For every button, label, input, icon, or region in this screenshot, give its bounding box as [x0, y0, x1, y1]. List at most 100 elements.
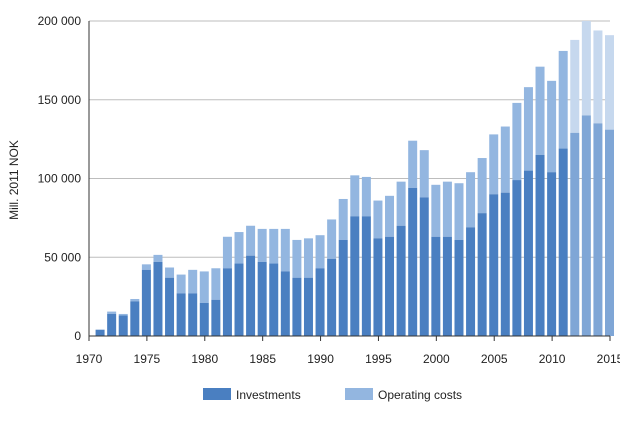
- bar-operating-costs-2006: [500, 126, 510, 193]
- bar-operating-costs-2010: [547, 80, 557, 173]
- bar-operating-costs-1973: [118, 313, 128, 316]
- x-tick-label: 2010: [539, 352, 566, 366]
- y-tick-label: 150 000: [38, 93, 82, 107]
- x-tick-label: 1980: [191, 352, 218, 366]
- bar-investments-1992: [338, 239, 348, 336]
- bar-operating-costs-1999: [419, 150, 429, 198]
- bar-operating-costs-1997: [396, 181, 406, 226]
- bar-operating-costs-2012: [570, 39, 580, 133]
- bar-investments-2002: [454, 239, 464, 336]
- bar-investments-2010: [547, 172, 557, 336]
- y-tick-label: 0: [74, 329, 81, 343]
- bar-investments-1984: [246, 255, 256, 336]
- bar-operating-costs-1985: [257, 228, 267, 262]
- axes: [88, 21, 611, 341]
- bar-investments-1998: [408, 187, 418, 336]
- x-tick-label: 2000: [423, 352, 450, 366]
- bar-operating-costs-2013: [581, 21, 591, 116]
- bar-investments-1989: [303, 277, 313, 336]
- bar-operating-costs-1987: [280, 228, 290, 272]
- bar-investments-2015: [605, 129, 614, 336]
- bar-investments-2013: [581, 115, 591, 336]
- bar-operating-costs-1978: [176, 274, 186, 294]
- bar-operating-costs-2005: [489, 134, 499, 195]
- bar-investments-2007: [512, 180, 522, 336]
- bar-operating-costs-1992: [338, 198, 348, 240]
- bar-operating-costs-2009: [535, 66, 545, 155]
- legend-swatch-operating-costs: [345, 388, 373, 400]
- x-tick-label: 1985: [249, 352, 276, 366]
- bar-operating-costs-1982: [222, 236, 232, 269]
- bar-investments-1975: [141, 269, 151, 336]
- bar-operating-costs-2001: [442, 181, 452, 237]
- bar-investments-1986: [269, 263, 279, 336]
- bar-operating-costs-1995: [373, 200, 383, 239]
- bar-operating-costs-1979: [188, 269, 198, 294]
- bar-operating-costs-1984: [246, 225, 256, 256]
- x-tick-labels: 1970 1975 1980 1985 1990 1995 2000 2005 2010 2015: [76, 352, 620, 366]
- bar-investments-1982: [222, 268, 232, 336]
- bar-operating-costs-2003: [466, 172, 476, 228]
- bar-investments-1993: [350, 216, 360, 336]
- bar-operating-costs-1981: [211, 268, 221, 300]
- bar-investments-1997: [396, 225, 406, 336]
- bar-investments-1988: [292, 277, 302, 336]
- bar-operating-costs-1988: [292, 239, 302, 278]
- y-tick-labels: 0 50 000 100 000 150 000 200 000: [38, 14, 82, 343]
- bar-investments-1983: [234, 263, 244, 336]
- bar-operating-costs-1998: [408, 140, 418, 188]
- bar-investments-2008: [523, 170, 533, 336]
- bar-investments-2004: [477, 213, 487, 336]
- bar-operating-costs-1983: [234, 232, 244, 264]
- bar-operating-costs-2014: [593, 30, 603, 124]
- bar-operating-costs-2007: [512, 102, 522, 181]
- bar-investments-1978: [176, 293, 186, 336]
- bar-marks: [95, 21, 614, 336]
- bar-investments-2000: [431, 236, 441, 336]
- legend: Investments Operating costs: [203, 388, 462, 402]
- bar-investments-1994: [361, 216, 371, 336]
- bar-investments-2006: [500, 192, 510, 336]
- bar-operating-costs-1980: [199, 271, 209, 303]
- x-tick-label: 1995: [365, 352, 392, 366]
- bar-investments-1987: [280, 271, 290, 336]
- bar-investments-1996: [385, 236, 395, 336]
- bar-investments-1999: [419, 197, 429, 336]
- bar-operating-costs-1991: [327, 219, 337, 259]
- bar-investments-2005: [489, 194, 499, 336]
- bar-investments-1990: [315, 268, 325, 336]
- bar-operating-costs-2000: [431, 184, 441, 237]
- bar-operating-costs-1976: [153, 254, 163, 262]
- bar-investments-2012: [570, 132, 580, 336]
- y-tick-label: 100 000: [38, 172, 82, 186]
- bar-operating-costs-1989: [303, 238, 313, 278]
- bar-investments-1991: [327, 258, 337, 336]
- bar-operating-costs-2008: [523, 87, 533, 171]
- bar-investments-2009: [535, 154, 545, 336]
- legend-label-investments: Investments: [236, 388, 301, 402]
- bar-operating-costs-1996: [385, 195, 395, 237]
- bar-investments-1973: [118, 315, 128, 336]
- bar-investments-2011: [558, 148, 568, 336]
- bar-operating-costs-1975: [141, 264, 151, 270]
- bar-investments-1979: [188, 293, 198, 336]
- bar-operating-costs-1974: [130, 298, 140, 302]
- bar-operating-costs-1990: [315, 235, 325, 269]
- x-tick-label: 2005: [481, 352, 508, 366]
- bar-operating-costs-2011: [558, 50, 568, 149]
- bar-operating-costs-2015: [605, 35, 614, 130]
- bar-investments-1972: [107, 313, 117, 336]
- y-tick-label: 50 000: [44, 250, 81, 264]
- bar-operating-costs-1972: [107, 311, 117, 314]
- bar-investments-1995: [373, 238, 383, 336]
- bar-investments-1980: [199, 302, 209, 336]
- bar-operating-costs-1977: [165, 267, 175, 278]
- x-tick-label: 1990: [307, 352, 334, 366]
- bar-operating-costs-1994: [361, 176, 371, 217]
- bar-investments-1985: [257, 261, 267, 336]
- bar-investments-1974: [130, 301, 140, 336]
- legend-swatch-investments: [203, 388, 231, 400]
- bar-investments-1977: [165, 277, 175, 336]
- x-tick-label: 1970: [76, 352, 103, 366]
